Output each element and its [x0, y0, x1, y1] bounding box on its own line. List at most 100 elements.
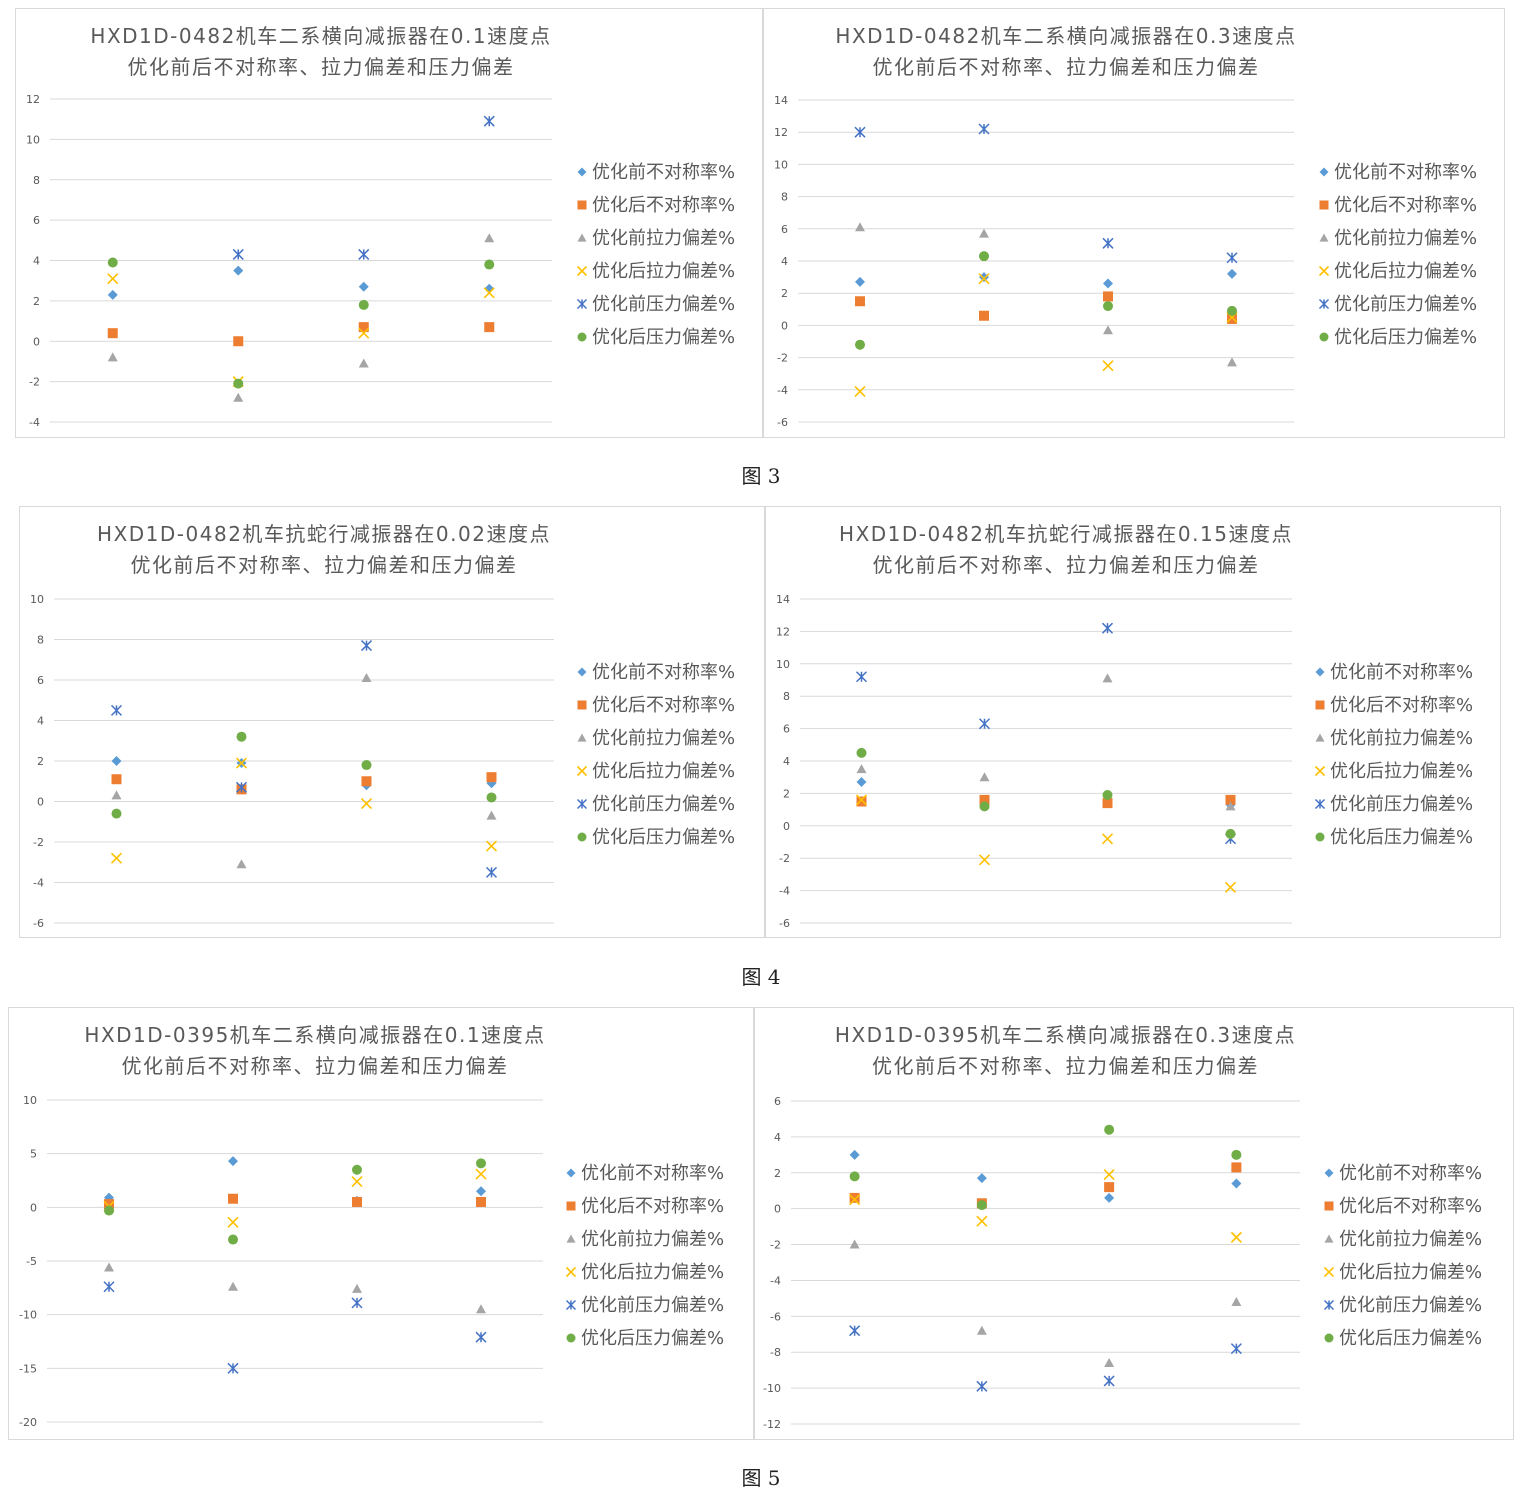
legend-label: 优化后拉力偏差% [592, 761, 735, 782]
chart-title-line: HXD1D-0482机车二系横向减振器在0.3速度点 [835, 24, 1296, 48]
data-point [111, 774, 122, 785]
legend-label: 优化前不对称率% [1339, 1163, 1482, 1184]
legend-marker [1318, 265, 1330, 277]
data-point [1104, 1192, 1115, 1203]
data-point [235, 757, 248, 769]
chart-title-line: 优化前后不对称率、拉力偏差和压力偏差 [872, 1054, 1259, 1078]
y-tick-label: 8 [783, 690, 790, 703]
data-point [104, 1199, 114, 1210]
data-point [352, 1164, 362, 1175]
legend-marker [577, 332, 587, 342]
data-point [486, 810, 497, 820]
data-point [1230, 1231, 1242, 1243]
data-point [107, 289, 118, 300]
data-point [856, 747, 867, 758]
y-tick-label: -4 [29, 416, 40, 429]
legend-label: 优化前不对称率% [1334, 162, 1477, 183]
legend-label: 优化后压力偏差% [592, 327, 735, 348]
legend-label: 优化前拉力偏差% [592, 228, 735, 249]
y-tick-label: 0 [33, 335, 40, 348]
data-point [1103, 291, 1113, 302]
chart-fig5-left: HXD1D-0395机车二系横向减振器在0.1速度点优化前后不对称率、拉力偏差和… [19, 1023, 724, 1429]
legend-marker [566, 1168, 576, 1178]
chart-title-line: HXD1D-0482机车抗蛇行减振器在0.02速度点 [97, 522, 551, 546]
legend-marker [1314, 765, 1326, 777]
legend-label: 优化前压力偏差% [592, 794, 735, 815]
legend-label: 优化后拉力偏差% [1334, 261, 1477, 282]
data-point [476, 1304, 486, 1314]
y-tick-label: -2 [777, 352, 788, 365]
legend-label: 优化后不对称率% [581, 1196, 724, 1217]
data-point [1102, 798, 1113, 809]
legend-label: 优化前不对称率% [592, 162, 735, 183]
figure-caption-5: 图 5 [741, 1466, 781, 1490]
legend-label: 优化前压力偏差% [1330, 794, 1473, 815]
data-point [483, 287, 495, 299]
legend-label: 优化后拉力偏差% [1330, 761, 1473, 782]
data-point [361, 672, 372, 682]
legend-marker [1315, 733, 1325, 742]
data-point [360, 797, 373, 810]
y-tick-label: 4 [33, 255, 40, 268]
data-point [233, 378, 244, 389]
legend-label: 优化前拉力偏差% [1330, 728, 1473, 749]
data-point [978, 718, 991, 730]
legend-marker [1318, 298, 1330, 310]
legend-marker [566, 1333, 576, 1343]
legend-label: 优化前拉力偏差% [1334, 228, 1477, 249]
y-tick-label: 10 [776, 658, 790, 671]
data-point [111, 790, 122, 800]
y-tick-label: 2 [774, 1167, 781, 1180]
y-tick-label: 2 [33, 295, 40, 308]
data-point [855, 794, 868, 806]
chart-panel-5: HXD1D-0395机车二系横向减振器在0.1速度点 优化前后不对称率、拉力偏差和… [8, 1007, 754, 1440]
legend-label: 优化后压力偏差% [1334, 327, 1477, 348]
data-point [233, 392, 244, 402]
legend-marker [1319, 332, 1329, 342]
y-tick-label: -2 [770, 1239, 781, 1252]
y-tick-label: -6 [770, 1310, 781, 1323]
legend-marker [577, 667, 587, 677]
legend-marker [1319, 167, 1329, 177]
data-point [849, 1239, 860, 1249]
y-tick-label: 10 [23, 1094, 37, 1107]
legend-label: 优化前拉力偏差% [1339, 1229, 1482, 1250]
data-point [104, 1205, 114, 1216]
y-tick-label: 14 [776, 593, 790, 606]
data-point [110, 704, 123, 716]
y-tick-label: 6 [33, 214, 40, 227]
legend-label: 优化前压力偏差% [1339, 1295, 1482, 1316]
data-point [476, 1186, 486, 1197]
data-point [111, 756, 122, 766]
chart-title-line: 优化前后不对称率、拉力偏差和压力偏差 [128, 55, 515, 79]
data-point [1224, 881, 1237, 893]
y-tick-label: -20 [19, 1416, 37, 1429]
legend-label: 优化后压力偏差% [592, 827, 735, 848]
data-point [358, 299, 369, 310]
data-point [1103, 301, 1113, 312]
data-point [1101, 622, 1114, 634]
data-point [486, 772, 497, 783]
y-tick-label: -4 [33, 877, 44, 890]
legend-marker [1315, 700, 1325, 710]
legend-label: 优化前不对称率% [592, 662, 735, 683]
data-point [979, 310, 989, 321]
chart-panel-3: HXD1D-0482机车抗蛇行减振器在0.02速度点 优化前后不对称率、拉力偏差和… [19, 506, 765, 938]
data-point [361, 760, 372, 771]
data-point [1225, 801, 1236, 811]
data-point [1104, 1124, 1115, 1135]
data-point [1231, 1149, 1242, 1160]
data-point [475, 1331, 487, 1343]
legend-marker [577, 832, 587, 842]
legend-label: 优化后压力偏差% [1330, 827, 1473, 848]
legend-marker [1319, 233, 1329, 242]
legend-marker [566, 1234, 576, 1243]
data-point [979, 251, 989, 262]
legend-marker [577, 700, 587, 710]
data-point [358, 358, 369, 368]
data-point [855, 296, 865, 307]
legend-label: 优化前压力偏差% [581, 1295, 724, 1316]
y-tick-label: 8 [37, 634, 44, 647]
legend-label: 优化后不对称率% [1334, 195, 1477, 216]
data-point [976, 1173, 987, 1184]
